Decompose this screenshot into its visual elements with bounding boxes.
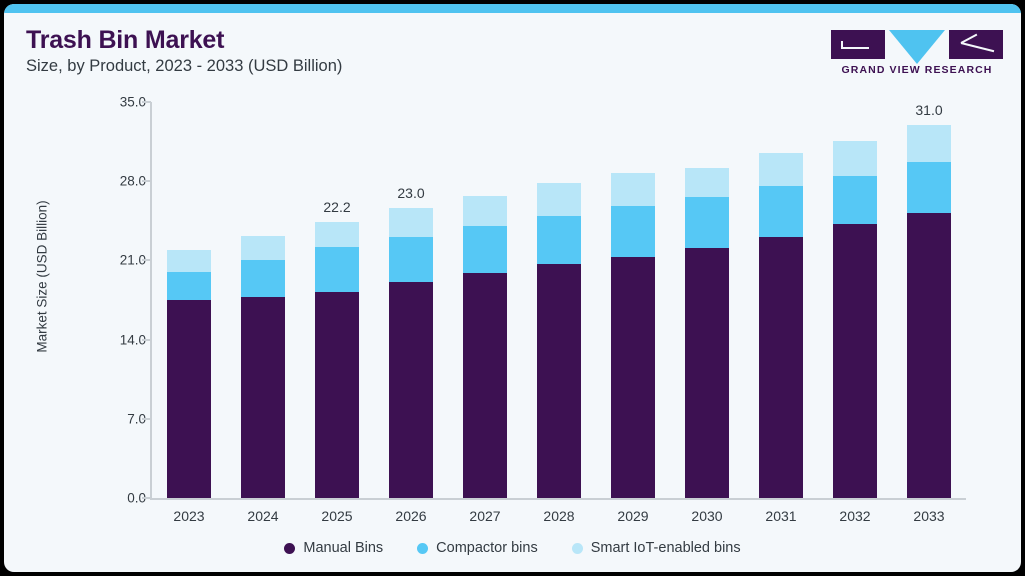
x-axis-tick-label: 2031 — [765, 508, 797, 524]
bar-segment[interactable] — [907, 212, 951, 498]
x-axis-tick-label: 2029 — [617, 508, 649, 524]
x-axis-tick-label: 2032 — [839, 508, 871, 524]
legend-item[interactable]: Smart IoT-enabled bins — [571, 540, 741, 556]
legend-color-swatch-icon — [284, 542, 296, 554]
y-axis-tick-label: 0.0 — [127, 490, 146, 506]
bar-segment[interactable] — [685, 247, 729, 498]
y-axis-tick-mark — [142, 180, 151, 183]
chart-header: Trash Bin Market Size, by Product, 2023 … — [26, 26, 726, 77]
legend-color-swatch-icon — [571, 542, 583, 554]
bar-segment[interactable] — [611, 257, 655, 498]
bar-segment[interactable] — [463, 195, 507, 227]
x-axis-tick-label: 2023 — [173, 508, 205, 524]
logo-text: GRAND VIEW RESEARCH — [841, 64, 993, 76]
bar-stack[interactable] — [463, 195, 507, 498]
bar-segment[interactable] — [315, 292, 359, 498]
chart-subtitle: Size, by Product, 2023 - 2033 (USD Billi… — [26, 56, 343, 75]
bar-segment[interactable] — [907, 124, 951, 162]
x-axis-tick-label: 2027 — [469, 508, 501, 524]
chart-legend: Manual Bins Compactor bins Smart IoT-enabl… — [4, 540, 1021, 556]
bar-segment[interactable] — [611, 173, 655, 207]
bar-segment[interactable] — [241, 296, 285, 498]
y-axis-tick-mark — [142, 497, 151, 499]
bar-value-label: 23.0 — [397, 185, 425, 202]
x-axis-tick-label: 2028 — [543, 508, 575, 524]
bar-segment[interactable] — [389, 208, 433, 237]
bar-segment[interactable] — [315, 221, 359, 247]
legend-label: Compactor bins — [436, 540, 538, 556]
y-axis-tick-label: 35.0 — [119, 94, 146, 110]
y-axis-tick-label: 7.0 — [127, 411, 146, 427]
bar-segment[interactable] — [759, 152, 803, 186]
bar-value-label: 22.2 — [323, 198, 351, 215]
y-axis-tick-label: 28.0 — [119, 173, 146, 189]
bar-segment[interactable] — [537, 263, 581, 498]
logo-rect-left-icon — [831, 30, 885, 59]
bar-stack[interactable] — [685, 167, 729, 498]
x-axis-tick-label: 2030 — [691, 508, 723, 524]
bar-segment[interactable] — [833, 140, 877, 176]
bar-segment[interactable] — [167, 271, 211, 300]
bar-stack[interactable]: 23.0 — [389, 185, 433, 498]
top-accent-bar — [4, 4, 1021, 13]
bar-segment[interactable] — [833, 175, 877, 225]
bar-segment[interactable] — [463, 226, 507, 273]
bar-value-label: 31.0 — [915, 101, 943, 118]
bar-stack[interactable]: 22.2 — [315, 199, 359, 498]
bar-segment[interactable] — [241, 260, 285, 297]
plot-area: Market Size (USD Billion) 0.0 7.0 14.0 21.0… — [4, 4, 1021, 572]
bar-stack[interactable] — [759, 152, 803, 498]
bar-segment[interactable] — [907, 161, 951, 213]
bar-series-container: 22.2 23.0 31.0 — [152, 102, 966, 498]
bar-stack[interactable] — [241, 235, 285, 498]
bar-stack[interactable] — [167, 250, 211, 498]
bar-segment[interactable] — [241, 235, 285, 261]
y-axis-tick-mark — [142, 101, 151, 103]
legend-item[interactable]: Manual Bins — [284, 540, 383, 556]
bar-segment[interactable] — [389, 236, 433, 282]
bar-stack[interactable] — [611, 173, 655, 498]
y-axis-line — [150, 102, 152, 498]
logo-rect-right-icon — [949, 30, 1003, 59]
page-title: Trash Bin Market — [26, 26, 225, 54]
bar-segment[interactable] — [685, 167, 729, 198]
x-axis-tick-label: 2025 — [321, 508, 353, 524]
bar-segment[interactable] — [167, 300, 211, 498]
legend-item[interactable]: Compactor bins — [417, 540, 538, 556]
legend-label: Manual Bins — [303, 540, 384, 556]
logo-marks — [831, 30, 1003, 64]
brand-logo: GRAND VIEW RESEARCH — [831, 30, 1003, 76]
bar-segment[interactable] — [833, 224, 877, 498]
x-axis-tick-label: 2033 — [913, 508, 945, 524]
bar-segment[interactable] — [167, 250, 211, 272]
y-axis-title: Market Size (USD Billion) — [34, 200, 50, 353]
y-axis-tick-mark — [142, 259, 151, 262]
x-axis-tick-label: 2024 — [247, 508, 279, 524]
bar-stack[interactable]: 31.0 — [907, 102, 951, 498]
bar-segment[interactable] — [685, 197, 729, 248]
chart-card: Trash Bin Market Size, by Product, 2023 … — [4, 4, 1021, 572]
bar-segment[interactable] — [759, 236, 803, 498]
y-axis-tick-mark — [142, 417, 151, 420]
bar-stack[interactable] — [833, 140, 877, 498]
bar-segment[interactable] — [759, 185, 803, 237]
x-axis-tick-label: 2026 — [395, 508, 427, 524]
bar-segment[interactable] — [537, 183, 581, 217]
bar-segment[interactable] — [463, 272, 507, 498]
logo-triangle-icon — [889, 30, 945, 64]
y-axis-tick-label: 14.0 — [119, 332, 146, 348]
legend-label: Smart IoT-enabled bins — [590, 540, 741, 556]
bar-segment[interactable] — [611, 206, 655, 258]
y-axis-tick-mark — [142, 338, 151, 341]
x-axis-line — [150, 498, 966, 500]
bar-segment[interactable] — [315, 246, 359, 293]
bar-stack[interactable] — [537, 183, 581, 498]
legend-color-swatch-icon — [417, 542, 429, 554]
y-axis-tick-label: 21.0 — [119, 252, 146, 268]
bar-segment[interactable] — [537, 216, 581, 264]
bar-segment[interactable] — [389, 281, 433, 498]
